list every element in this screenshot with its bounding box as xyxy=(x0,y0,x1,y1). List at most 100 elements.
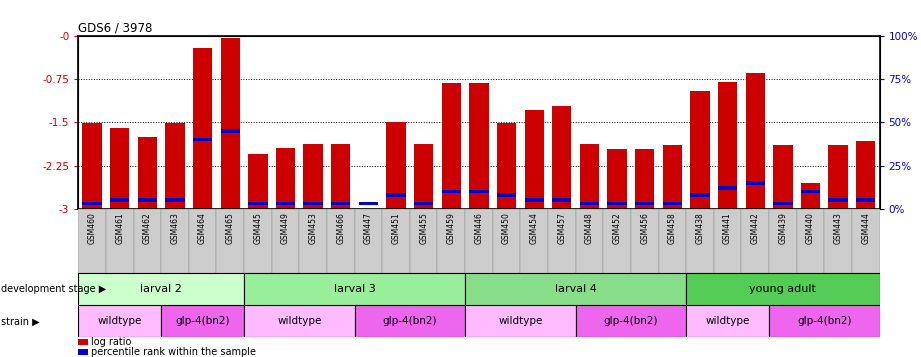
Bar xyxy=(82,124,101,209)
Text: GSM450: GSM450 xyxy=(502,212,511,244)
Text: GSM461: GSM461 xyxy=(115,212,124,244)
Bar xyxy=(829,145,847,209)
Bar xyxy=(465,305,576,337)
Text: GSM441: GSM441 xyxy=(723,212,732,244)
Bar xyxy=(741,209,769,273)
Text: GSM459: GSM459 xyxy=(447,212,456,244)
Bar xyxy=(78,209,106,273)
Text: GSM444: GSM444 xyxy=(861,212,870,244)
Text: wildtype: wildtype xyxy=(705,316,750,326)
Bar xyxy=(659,209,686,273)
Text: young adult: young adult xyxy=(750,284,816,294)
Bar xyxy=(662,145,682,209)
Text: GSM463: GSM463 xyxy=(170,212,180,244)
Bar xyxy=(165,198,184,202)
Bar xyxy=(437,209,465,273)
Bar xyxy=(662,202,682,205)
Text: GSM460: GSM460 xyxy=(87,212,97,244)
Bar xyxy=(332,144,350,209)
Bar xyxy=(276,202,295,205)
Bar xyxy=(524,198,543,202)
Bar xyxy=(161,209,189,273)
Bar xyxy=(493,209,520,273)
Bar xyxy=(797,209,824,273)
Bar xyxy=(410,209,437,273)
Bar xyxy=(221,38,239,209)
Bar xyxy=(441,190,460,193)
Text: glp-4(bn2): glp-4(bn2) xyxy=(797,316,852,326)
Bar xyxy=(78,305,161,337)
Bar xyxy=(382,209,410,273)
Text: GSM446: GSM446 xyxy=(474,212,484,244)
Text: GSM457: GSM457 xyxy=(557,212,566,244)
Bar xyxy=(800,183,820,209)
Text: glp-4(bn2): glp-4(bn2) xyxy=(603,316,659,326)
Bar xyxy=(524,110,543,209)
Bar xyxy=(465,209,493,273)
Bar xyxy=(358,202,378,205)
Bar xyxy=(414,144,433,209)
Bar xyxy=(82,202,101,205)
Text: GSM442: GSM442 xyxy=(751,212,760,244)
Text: GSM462: GSM462 xyxy=(143,212,152,244)
Text: GSM449: GSM449 xyxy=(281,212,290,244)
Bar xyxy=(387,122,405,209)
Bar xyxy=(691,193,709,197)
Bar xyxy=(580,202,599,205)
Bar xyxy=(332,202,350,205)
Text: wildtype: wildtype xyxy=(277,316,321,326)
Bar xyxy=(746,181,764,185)
Bar xyxy=(497,193,516,197)
Bar xyxy=(355,305,465,337)
Bar xyxy=(552,198,571,202)
Bar xyxy=(607,149,626,209)
Bar xyxy=(465,273,686,305)
Text: wildtype: wildtype xyxy=(498,316,542,326)
Text: GSM464: GSM464 xyxy=(198,212,207,244)
Text: GSM443: GSM443 xyxy=(834,212,843,244)
Bar xyxy=(161,305,244,337)
Bar xyxy=(189,209,216,273)
Bar xyxy=(221,129,239,133)
Bar xyxy=(355,209,382,273)
Bar xyxy=(414,202,433,205)
Bar xyxy=(714,209,741,273)
Bar xyxy=(829,198,847,202)
Bar xyxy=(78,339,88,345)
Bar xyxy=(824,209,852,273)
Bar xyxy=(272,209,299,273)
Text: strain ▶: strain ▶ xyxy=(1,316,40,326)
Bar xyxy=(441,83,460,209)
Bar xyxy=(520,209,548,273)
Bar xyxy=(718,186,737,190)
Bar xyxy=(631,209,659,273)
Text: GSM447: GSM447 xyxy=(364,212,373,244)
Bar xyxy=(691,91,709,209)
Bar xyxy=(110,198,129,202)
Bar xyxy=(852,209,880,273)
Bar xyxy=(635,202,654,205)
Bar xyxy=(576,209,603,273)
Text: development stage ▶: development stage ▶ xyxy=(1,284,106,294)
Bar xyxy=(134,209,161,273)
Text: GSM452: GSM452 xyxy=(612,212,622,244)
Bar xyxy=(387,193,405,197)
Bar xyxy=(769,209,797,273)
Bar xyxy=(497,124,516,209)
Bar xyxy=(304,202,322,205)
Text: larval 2: larval 2 xyxy=(140,284,182,294)
Text: glp-4(bn2): glp-4(bn2) xyxy=(175,316,230,326)
Bar xyxy=(635,149,654,209)
Text: wildtype: wildtype xyxy=(98,316,142,326)
Bar xyxy=(138,198,157,202)
Text: GSM438: GSM438 xyxy=(695,212,705,244)
Text: percentile rank within the sample: percentile rank within the sample xyxy=(91,347,256,357)
Text: GSM448: GSM448 xyxy=(585,212,594,244)
Bar xyxy=(773,202,792,205)
Bar xyxy=(244,209,272,273)
Text: GSM451: GSM451 xyxy=(391,212,401,244)
Bar xyxy=(773,145,792,209)
Bar xyxy=(192,138,212,141)
Text: GSM439: GSM439 xyxy=(778,212,787,244)
Bar xyxy=(299,209,327,273)
